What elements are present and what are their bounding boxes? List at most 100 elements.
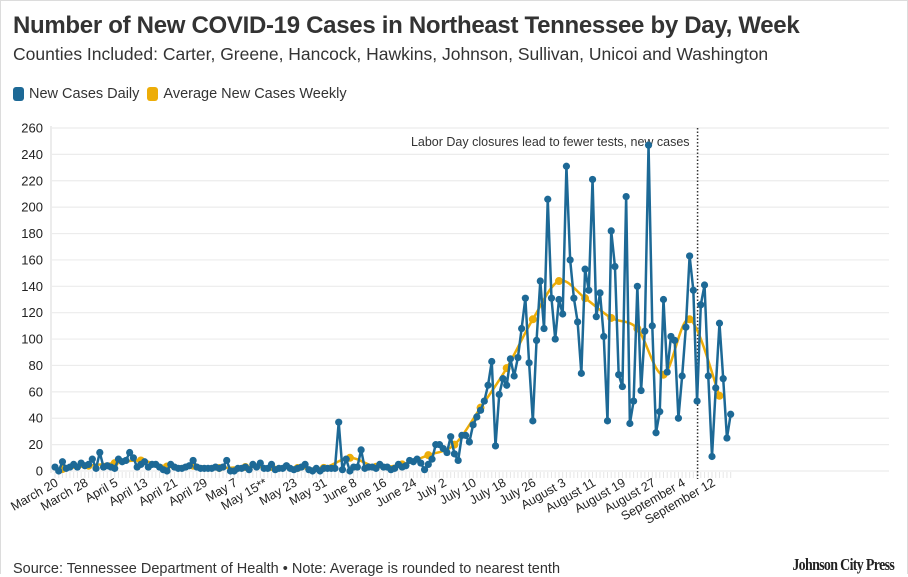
daily-cases-point (529, 417, 537, 425)
daily-cases-point (607, 227, 615, 235)
daily-cases-point (540, 324, 548, 333)
daily-cases-point (223, 456, 231, 465)
y-tick-label: 180 (21, 226, 43, 241)
daily-cases-point (219, 463, 227, 471)
daily-cases-point (518, 324, 526, 333)
daily-cases-point (469, 421, 477, 429)
daily-cases-point (417, 459, 425, 467)
daily-cases-point (581, 265, 589, 273)
daily-cases-point (697, 301, 705, 309)
daily-cases-point (652, 429, 660, 437)
daily-cases-point (357, 446, 365, 454)
daily-cases-point (547, 294, 556, 302)
legend-item-daily[interactable]: New Cases Daily (13, 86, 139, 102)
legend-item-weekly[interactable]: Average New Cases Weekly (147, 86, 347, 102)
daily-cases-point (353, 463, 361, 471)
daily-cases-point (331, 464, 339, 472)
daily-cases-point (536, 277, 544, 285)
daily-cases-point (58, 458, 67, 466)
daily-cases-point (465, 438, 473, 446)
daily-cases-point (521, 294, 529, 302)
daily-cases-point (402, 462, 410, 470)
y-tick-label: 0 (36, 464, 43, 479)
daily-cases-point (626, 419, 634, 428)
daily-cases-point (570, 294, 578, 302)
daily-cases-point (566, 256, 574, 264)
daily-cases-point (510, 372, 518, 380)
daily-cases-point (256, 459, 264, 467)
daily-cases-point (473, 413, 481, 421)
daily-cases-point (140, 458, 149, 466)
legend: New Cases Daily Average New Cases Weekly (13, 86, 355, 102)
daily-cases-point (708, 452, 716, 461)
daily-cases-point (712, 384, 720, 392)
legend-swatch-daily (13, 87, 24, 101)
chart-title: Number of New COVID-19 Cases in Northeas… (13, 12, 800, 39)
daily-cases-point (443, 448, 451, 457)
daily-cases-point (689, 286, 697, 294)
y-tick-label: 260 (21, 121, 43, 136)
gridlines (50, 126, 889, 473)
daily-cases-point (656, 408, 664, 416)
daily-cases-point (615, 371, 623, 379)
daily-cases-point (574, 318, 582, 326)
legend-label-daily: New Cases Daily (29, 86, 140, 102)
daily-cases-point (674, 414, 683, 422)
daily-cases-point (525, 359, 533, 367)
daily-cases-point (704, 372, 712, 380)
daily-cases-point (596, 289, 604, 297)
daily-cases-point (618, 382, 627, 391)
daily-cases-point (126, 448, 134, 457)
daily-cases-point (420, 466, 429, 474)
daily-cases-point (682, 323, 690, 331)
weekly-average-point (554, 277, 563, 286)
daily-cases-point (648, 322, 656, 330)
daily-cases-point (462, 431, 470, 439)
daily-cases-point (700, 281, 709, 289)
daily-cases-point (189, 456, 197, 465)
daily-cases-point (454, 456, 462, 465)
daily-cases-point (447, 433, 455, 441)
daily-cases-point (641, 327, 649, 335)
chart-subtitle: Counties Included: Carter, Greene, Hanco… (13, 44, 769, 64)
daily-cases-point (88, 455, 96, 463)
daily-cases-point (671, 336, 679, 344)
daily-cases-point (559, 310, 567, 318)
daily-cases-point (715, 319, 724, 327)
daily-cases-series (51, 141, 735, 475)
legend-label-weekly: Average New Cases Weekly (163, 86, 347, 102)
daily-cases-point (488, 357, 496, 366)
daily-cases-point (611, 262, 619, 271)
daily-cases-point (499, 375, 507, 383)
daily-cases-point (600, 332, 608, 341)
daily-cases-point (592, 313, 600, 321)
daily-cases-point (585, 286, 593, 294)
daily-cases-point (622, 193, 630, 201)
daily-cases-point (96, 448, 104, 457)
daily-cases-point (338, 466, 347, 474)
y-tick-label: 160 (21, 252, 43, 267)
daily-cases-point (163, 467, 171, 475)
daily-cases-point (428, 455, 436, 463)
annotation-text: Labor Day closures lead to fewer tests, … (411, 135, 690, 149)
daily-cases-point (544, 195, 552, 203)
y-axis: 0 20 40 60 80 100 120 140 160 180 200 220 240 260 (21, 121, 43, 479)
source-note: Source: Tennessee Department of Health •… (13, 561, 561, 577)
y-tick-label: 100 (21, 332, 43, 347)
y-tick-label: 40 (29, 411, 43, 426)
daily-cases-point (678, 372, 686, 380)
daily-cases-point (342, 455, 350, 463)
daily-cases-point (637, 386, 645, 395)
daily-cases-point (495, 390, 503, 399)
daily-cases-point (555, 295, 563, 304)
daily-cases-point (663, 368, 671, 376)
y-tick-label: 220 (21, 173, 43, 188)
y-tick-label: 240 (21, 147, 43, 162)
daily-cases-point (633, 282, 641, 290)
daily-cases-point (659, 295, 668, 304)
daily-cases-point (301, 460, 309, 469)
y-tick-label: 140 (21, 279, 43, 294)
daily-cases-point (532, 336, 541, 344)
daily-cases-point (630, 397, 638, 405)
